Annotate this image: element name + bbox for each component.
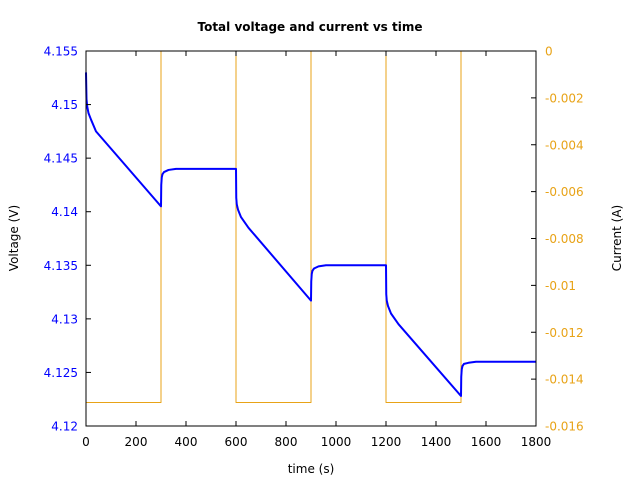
y-right-tick-label: -0.012 [545,326,584,340]
y-left-tick-label: 4.13 [51,312,78,326]
ticks-layer: 0 200 400 600 800 1000 1200 1400 1600 1800 4.12 4.1… [44,45,584,450]
y-left-tick-label: 4.12 [51,420,78,434]
y-left-tick-label: 4.155 [44,45,78,59]
y-left-tick-label: 4.125 [44,366,78,380]
y-left-tick-label: 4.15 [51,98,78,112]
x-tick-label: 1600 [471,435,502,449]
x-tick-label: 1200 [371,435,402,449]
y-left-axis-title: Voltage (V) [7,205,21,271]
x-tick-label: 1800 [521,435,552,449]
x-axis-title: time (s) [288,462,335,476]
x-tick-label: 800 [275,435,298,449]
y-right-tick-label: -0.016 [545,420,584,434]
x-tick-label: 400 [175,435,198,449]
x-tick-label: 1000 [321,435,352,449]
current-line [85,50,536,404]
y-right-axis-title: Current (A) [610,205,624,271]
y-left-tick-label: 4.145 [44,152,78,166]
y-right-tick-label: -0.01 [545,279,576,293]
x-tick-label: 0 [82,435,90,449]
y-left-tick-label: 4.14 [51,205,78,219]
y-right-tick-label: -0.008 [545,232,584,246]
x-tick-label: 600 [225,435,248,449]
y-right-tick-label: -0.004 [545,138,584,152]
y-left-tick-label: 4.135 [44,259,78,273]
x-tick-label: 1400 [421,435,452,449]
y-right-tick-label: -0.002 [545,91,584,105]
chart-title: Total voltage and current vs time [197,20,422,34]
series-layer [85,50,536,404]
y-right-tick-label: -0.006 [545,185,584,199]
x-tick-label: 200 [125,435,148,449]
voltage-line [85,72,536,397]
y-right-tick-label: -0.014 [545,373,584,387]
y-right-tick-label: 0 [545,45,553,59]
